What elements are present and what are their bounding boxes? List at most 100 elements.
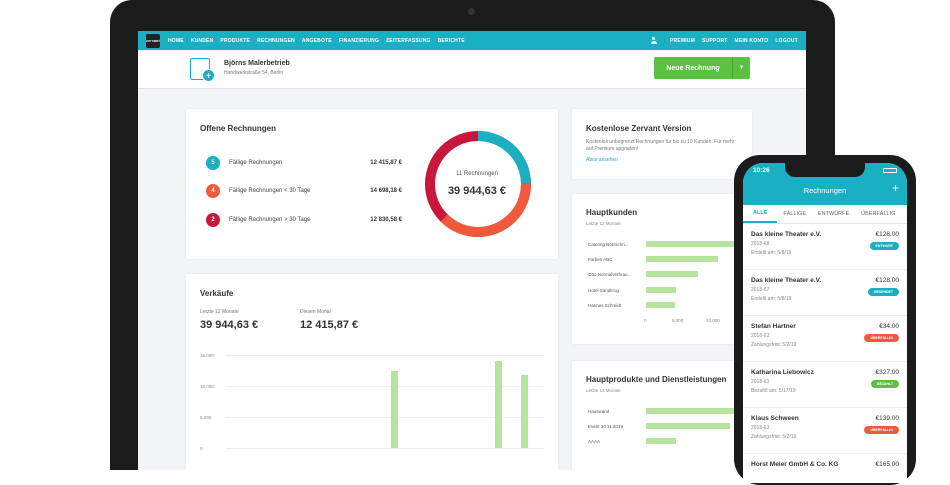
invoice-tabs: ALLE FÄLLIGE ENTWÜRFE ÜBERFÄLLIG (743, 205, 907, 224)
nav-logout[interactable]: LOGOUT (775, 37, 798, 44)
view-plans-link[interactable]: Abos ansehen (586, 157, 618, 163)
customer-name: Hotel Sandkrug (588, 288, 620, 293)
sales-bar[interactable] (521, 374, 528, 448)
gridline (226, 386, 544, 387)
nav-time-tracking[interactable]: ZEITERFASSUNG (386, 37, 431, 44)
nav-support[interactable]: SUPPORT (701, 37, 728, 44)
invoice-donut-chart (425, 131, 531, 237)
tab-drafts[interactable]: ENTWÜRFE (818, 211, 850, 217)
invoice-number: 2018-61 (751, 379, 770, 385)
customer-bar[interactable] (646, 302, 675, 308)
open-invoice-row[interactable]: 4 Fällige Rechnungen < 30 Tage 14 698,18… (206, 183, 402, 199)
nav-premium[interactable]: PREMIUM (669, 37, 695, 44)
customer-bar[interactable] (646, 287, 676, 293)
nav-home[interactable]: HOME (168, 37, 184, 44)
invoice-number: 2018-63 (751, 425, 770, 431)
top-products-card: Hauptprodukte und Dienstleistungen Letzt… (572, 361, 752, 470)
status-badge: GESENDET (867, 288, 899, 296)
row-amount: 12 830,58 € (370, 217, 402, 223)
invoice-customer: Horst Meier GmbH & Co. KG (751, 461, 839, 468)
open-invoice-row[interactable]: 5 Fällige Rechnungen 12 415,87 € (206, 155, 402, 171)
chevron-down-icon[interactable]: ▼ (732, 57, 750, 79)
invoice-number: 2018-63 (751, 333, 770, 339)
invoice-date: Erstellt am: 5/8/19 (751, 296, 792, 302)
invoice-list-item[interactable]: Das kleine Theater e.V. €128.00 2018-67 … (743, 270, 907, 316)
top-customers-card: Hauptkunden Letzte 12 Monate Catering Bö… (572, 194, 752, 344)
nav-reports[interactable]: BERICHTE (437, 37, 465, 44)
nav-customers[interactable]: KUNDEN (190, 37, 214, 44)
company-bar: + Björns Malerbetrieb Handwerkstraße 54,… (138, 50, 806, 89)
company-name: Björns Malerbetrieb (224, 60, 290, 67)
invoice-list-item[interactable]: Katharina Liebowicz €327.00 2018-61 Beza… (743, 362, 907, 408)
top-products-title: Hauptprodukte und Dienstleistungen (586, 375, 727, 384)
baseline (226, 448, 544, 449)
customer-bar[interactable] (646, 241, 735, 247)
top-products-subtitle: Letzte 12 Monate (586, 388, 621, 393)
tab-overdue[interactable]: ÜBERFÄLLIG (861, 211, 896, 217)
invoice-amount: €128.00 (875, 231, 900, 238)
battery-icon (883, 168, 897, 173)
customer-name: Farben ABC (588, 257, 613, 262)
nav-quotes[interactable]: ANGEBOTE (301, 37, 332, 44)
donut-segment-under-30 (425, 131, 531, 237)
y-tick: 5,000 (200, 415, 212, 420)
camera (468, 8, 475, 15)
last-12-months-value: 39 944,63 € (200, 319, 259, 331)
customer-bar[interactable] (646, 256, 718, 262)
add-invoice-icon[interactable]: + (891, 181, 899, 195)
nav-financing[interactable]: FINANZIERUNG (338, 37, 380, 44)
invoice-amount: €165.00 (875, 461, 900, 468)
y-tick: 0 (200, 446, 203, 451)
laptop-frame: zervant HOME KUNDEN PRODUKTE RECHNUNGEN … (110, 0, 835, 470)
invoice-list-item[interactable]: Stefan Hartner €34.00 2018-63 Zahlungsfr… (743, 316, 907, 362)
new-invoice-button[interactable]: Neue Rechnung ▼ (654, 57, 750, 79)
product-bar[interactable] (646, 423, 730, 429)
y-tick: 15,000 (200, 353, 214, 358)
add-company-icon[interactable]: + (202, 69, 215, 82)
customer-bar[interactable] (646, 271, 698, 277)
row-label: Fällige Rechnungen (229, 160, 283, 166)
tab-due[interactable]: FÄLLIGE (783, 211, 806, 217)
invoice-number: 2018-68 (751, 241, 770, 247)
laptop-screen: zervant HOME KUNDEN PRODUKTE RECHNUNGEN … (138, 31, 806, 470)
this-month-value: 12 415,87 € (300, 319, 359, 331)
product-bar[interactable] (646, 438, 676, 444)
invoice-date: Erstellt am: 5/8/19 (751, 250, 792, 256)
app-logo[interactable]: zervant (146, 33, 160, 48)
status-badge: ÜBERFÄLLIG (864, 334, 899, 342)
top-customers-subtitle: Letzte 12 Monate (586, 221, 621, 226)
invoice-amount: €128.00 (875, 277, 900, 284)
company-address: Handwerkstraße 54, Berlin (224, 70, 284, 76)
customer-name: Hannes Schmidt (588, 303, 622, 308)
row-label: Fällige Rechnungen > 30 Tage (229, 217, 311, 223)
invoice-customer: Katharina Liebowicz (751, 369, 814, 376)
invoice-date: Zahlungsfrist: 5/2/19 (751, 434, 797, 440)
nav-products[interactable]: PRODUKTE (220, 37, 251, 44)
user-icon[interactable] (650, 37, 657, 44)
invoice-customer: Stefan Hartner (751, 323, 796, 330)
invoice-amount: €327.00 (875, 369, 900, 376)
open-invoice-row[interactable]: 2 Fällige Rechnungen > 30 Tage 12 830,58… (206, 212, 402, 228)
top-navigation: zervant HOME KUNDEN PRODUKTE RECHNUNGEN … (138, 31, 806, 50)
phone-screen: 10:26 Rechnungen + ALLE FÄLLIGE ENTWÜRFE… (743, 163, 907, 483)
open-invoices-card: Offene Rechnungen 5 Fällige Rechnungen 1… (186, 109, 558, 259)
invoice-list-item[interactable]: Horst Meier GmbH & Co. KG €165.00 (743, 454, 907, 483)
sales-bar[interactable] (391, 370, 398, 448)
product-bar[interactable] (646, 408, 736, 414)
nav-invoices[interactable]: RECHNUNGEN (257, 37, 295, 44)
invoice-date: Zahlungsfrist: 5/2/19 (751, 342, 797, 348)
x-tick: 10,000 (706, 318, 720, 323)
product-name: AAAA (588, 439, 601, 444)
row-label: Fällige Rechnungen < 30 Tage (229, 188, 311, 194)
free-version-title: Kostenlose Zervant Version (586, 124, 692, 133)
nav-my-account[interactable]: MEIN KONTO (734, 37, 769, 44)
status-badge: BEZAHLT (870, 380, 899, 388)
donut-segment-due (425, 131, 531, 237)
count-badge: 2 (206, 213, 220, 227)
free-version-card: Kostenlose Zervant Version Kostenlos unb… (572, 109, 752, 179)
invoice-list-item[interactable]: Klaus Schween €139.00 2018-63 Zahlungsfr… (743, 408, 907, 454)
invoice-list-item[interactable]: Das kleine Theater e.V. €128.00 2018-68 … (743, 224, 907, 270)
x-tick: 5,000 (672, 318, 684, 323)
sales-bar[interactable] (495, 361, 502, 448)
tab-all[interactable]: ALLE (743, 205, 778, 223)
